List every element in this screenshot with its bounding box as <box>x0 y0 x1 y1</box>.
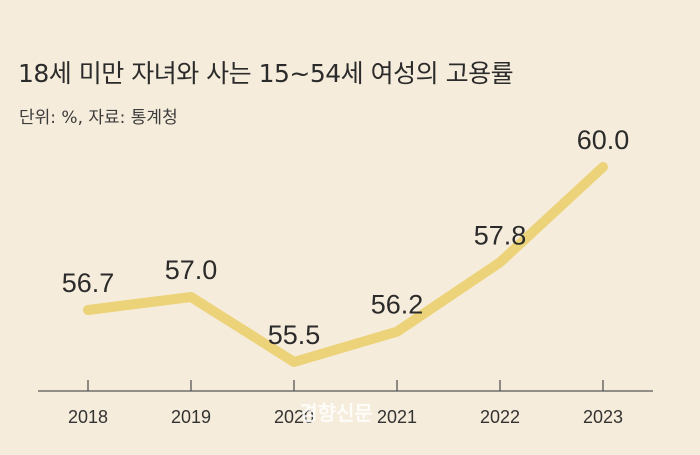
chart-subtitle: 단위: %, 자료: 통계청 <box>19 108 178 128</box>
series-line <box>83 162 608 367</box>
data-label: 57.8 <box>474 220 527 250</box>
data-label: 57.0 <box>165 255 218 285</box>
x-tick-label: 2022 <box>480 407 520 427</box>
x-tick-label: 2020 <box>274 407 314 427</box>
watermark-logo: 경향신문 <box>299 401 373 425</box>
chart-title: 18세 미만 자녀와 사는 15~54세 여성의 고용률 <box>18 59 514 88</box>
data-label: 56.7 <box>62 268 115 298</box>
x-tick-label: 2018 <box>68 407 108 427</box>
x-tick-label: 2023 <box>583 407 623 427</box>
data-label: 56.2 <box>371 290 424 320</box>
data-label: 55.5 <box>268 320 321 350</box>
data-label: 60.0 <box>577 125 630 155</box>
x-tick-label: 2019 <box>171 407 211 427</box>
x-tick-label: 2021 <box>377 407 417 427</box>
